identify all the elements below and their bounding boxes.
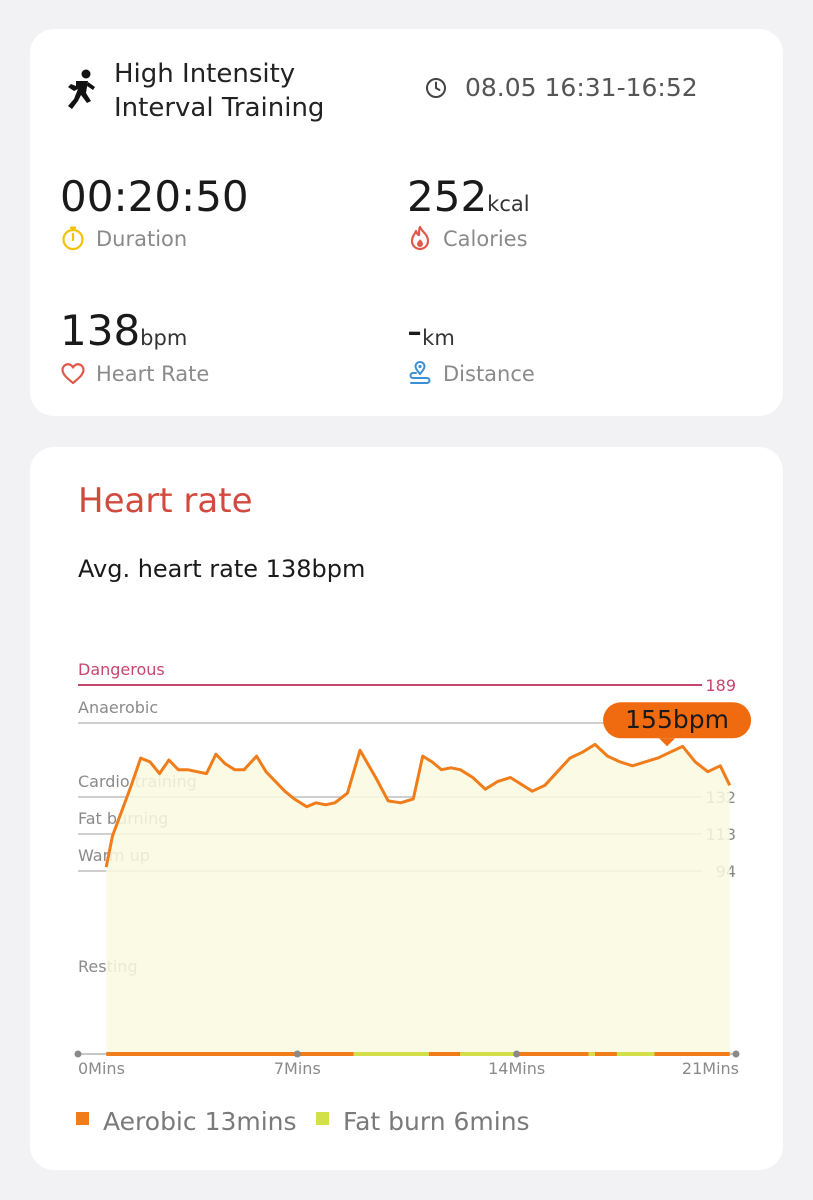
workout-summary-card: High Intensity Interval Training 08.05 1… <box>30 29 783 416</box>
stopwatch-icon <box>62 226 84 251</box>
legend-aerobic-label: Aerobic 13mins <box>103 1107 297 1136</box>
x-tick-dot <box>74 1050 82 1058</box>
duration-metric: 00:20:50 <box>60 172 249 222</box>
heart-rate-chart: Dangerous189Anaerobic170Cardio training1… <box>74 660 752 1078</box>
heart-rate-value: 138 <box>60 306 141 355</box>
peak-bubble-pointer <box>659 738 676 747</box>
average-heart-rate-text: Avg. heart rate 138bpm <box>78 555 366 583</box>
x-tick-label: 14Mins <box>488 1059 545 1078</box>
legend-aerobic: Aerobic 13mins <box>76 1107 297 1136</box>
calories-metric: 252kcal <box>407 172 530 222</box>
duration-value: 00:20:50 <box>60 172 249 221</box>
clock-icon <box>426 78 446 98</box>
zone-label-dangerous: Dangerous <box>78 660 165 679</box>
heart-rate-section-title: Heart rate <box>78 481 253 521</box>
heart-rate-unit: bpm <box>140 326 188 350</box>
x-tick-label: 0Mins <box>78 1059 125 1078</box>
x-tick-label: 7Mins <box>274 1059 321 1078</box>
x-tick-dot <box>293 1050 301 1058</box>
distance-metric: -km <box>407 306 455 356</box>
running-person-icon <box>68 69 95 109</box>
heart-rate-card: Heart rate Avg. heart rate 138bpm Danger… <box>30 447 783 1170</box>
flame-icon <box>410 225 430 251</box>
distance-label: Distance <box>443 362 535 386</box>
heart-rate-area <box>106 744 730 1054</box>
zone-value-dangerous: 189 <box>705 676 736 695</box>
heart-rate-metric: 138bpm <box>60 306 187 356</box>
route-pin-icon <box>409 361 431 384</box>
x-tick-dot <box>513 1050 521 1058</box>
heart-icon <box>61 363 85 385</box>
legend-fat-burn-swatch <box>316 1112 329 1125</box>
x-tick-label: 21Mins <box>682 1059 739 1078</box>
x-tick-dot <box>732 1050 740 1058</box>
duration-label: Duration <box>96 227 188 251</box>
workout-type-title: High Intensity Interval Training <box>114 59 325 123</box>
zone-label-anaerobic: Anaerobic <box>78 698 158 717</box>
calories-label: Calories <box>443 227 528 251</box>
calories-value: 252 <box>407 172 488 221</box>
distance-value: - <box>407 306 423 355</box>
peak-heart-rate-label: 155bpm <box>625 705 729 734</box>
calories-unit: kcal <box>487 192 530 216</box>
heart-rate-line <box>104 742 732 868</box>
heart-rate-label: Heart Rate <box>96 362 210 386</box>
peak-heart-rate-bubble <box>603 702 752 739</box>
legend-aerobic-swatch <box>76 1112 89 1125</box>
legend-fat-burn-label: Fat burn 6mins <box>343 1107 530 1136</box>
workout-time-range: 08.05 16:31-16:52 <box>465 73 698 102</box>
distance-unit: km <box>422 326 455 350</box>
legend-fat-burn: Fat burn 6mins <box>316 1107 530 1136</box>
